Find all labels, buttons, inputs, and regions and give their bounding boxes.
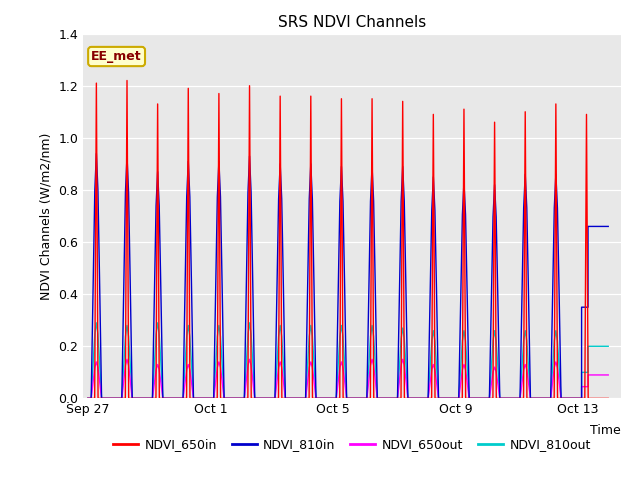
- Legend: NDVI_650in, NDVI_810in, NDVI_650out, NDVI_810out: NDVI_650in, NDVI_810in, NDVI_650out, NDV…: [108, 433, 596, 456]
- X-axis label: Time: Time: [590, 424, 621, 437]
- Title: SRS NDVI Channels: SRS NDVI Channels: [278, 15, 426, 30]
- Text: EE_met: EE_met: [92, 50, 142, 63]
- Y-axis label: NDVI Channels (W/m2/nm): NDVI Channels (W/m2/nm): [40, 132, 52, 300]
